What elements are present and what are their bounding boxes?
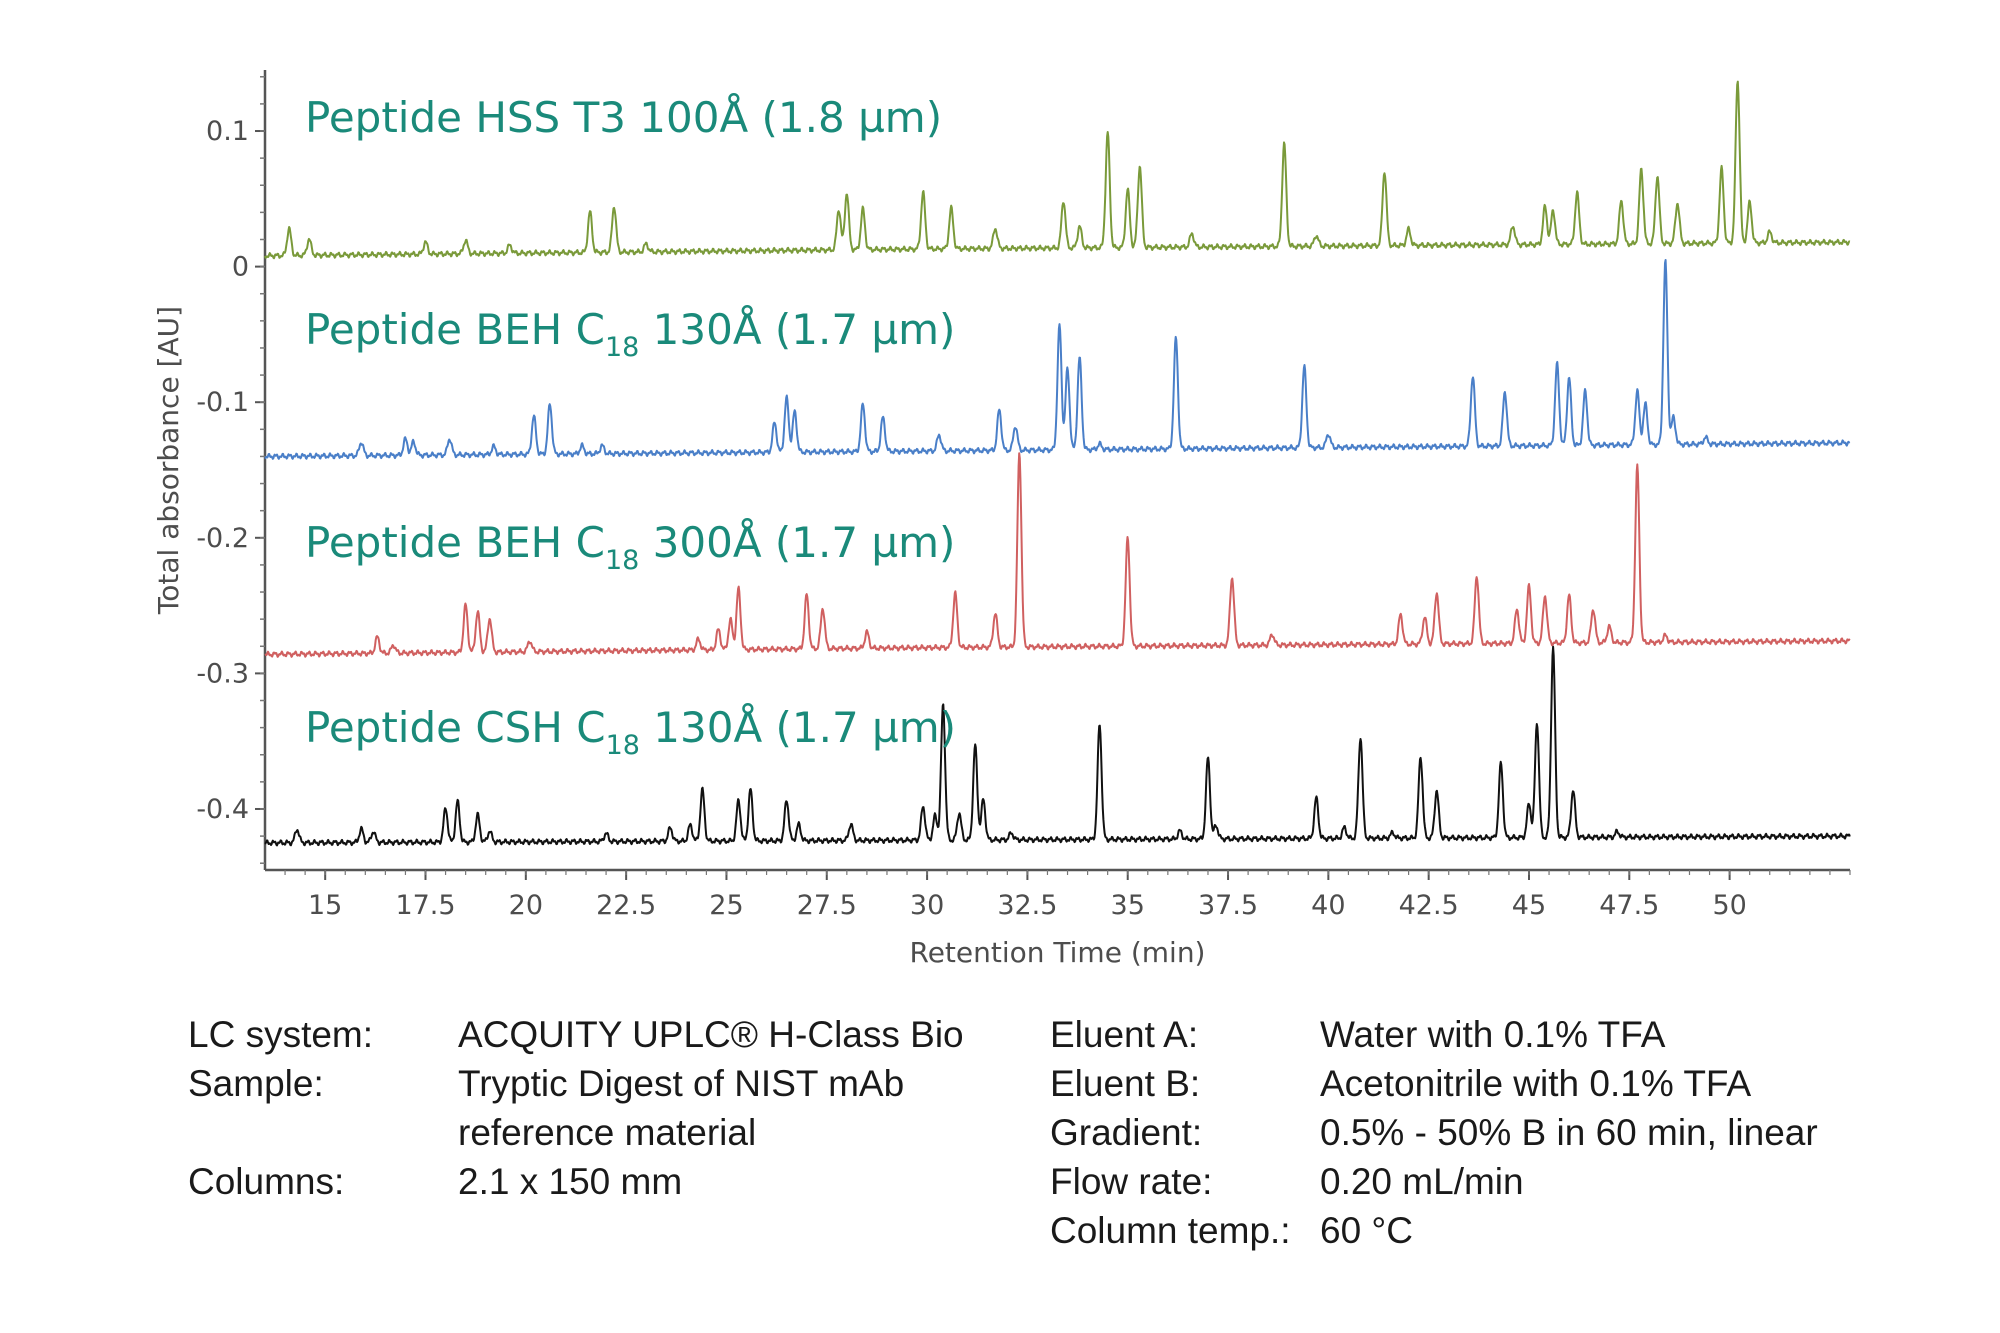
x-tick-label: 27.5 <box>797 890 857 921</box>
x-tick-label: 47.5 <box>1599 890 1659 921</box>
x-tick-label: 35 <box>1111 890 1145 921</box>
y-axis-title: Total absorbance [AU] <box>152 306 185 615</box>
trace-label-1: Peptide HSS T3 100Å (1.8 µm) <box>305 92 942 142</box>
condition-right-value: Water with 0.1% TFA <box>1320 1014 1666 1055</box>
trace-label-4: Peptide CSH C18 130Å (1.7 µm) <box>305 702 956 761</box>
condition-right-key: Eluent B: <box>1050 1063 1201 1104</box>
condition-right-value: 60 °C <box>1320 1210 1413 1251</box>
condition-left-value: Tryptic Digest of NIST mAb <box>458 1063 905 1104</box>
condition-right-value: Acetonitrile with 0.1% TFA <box>1320 1063 1752 1104</box>
x-tick-label: 25 <box>709 890 743 921</box>
condition-left-key: Sample: <box>188 1063 324 1104</box>
trace-labels: Peptide HSS T3 100Å (1.8 µm) Peptide BEH … <box>305 92 956 761</box>
condition-right-row: Eluent A: Water with 0.1% TFA <box>1050 1010 1920 1059</box>
condition-right-key: Column temp.: <box>1050 1210 1291 1251</box>
condition-right-key: Gradient: <box>1050 1112 1203 1153</box>
x-tick-label: 30 <box>910 890 944 921</box>
trace-label-2: Peptide BEH C18 130Å (1.7 µm) <box>305 304 955 363</box>
condition-left-row: Sample: Tryptic Digest of NIST mAb <box>188 1059 1018 1108</box>
y-tick-label: 0.1 <box>206 116 249 147</box>
condition-right-value: 0.5% - 50% B in 60 min, linear <box>1320 1112 1818 1153</box>
trace-line-1 <box>264 80 1851 260</box>
x-tick-label: 32.5 <box>997 890 1057 921</box>
y-tick-label: -0.3 <box>196 658 249 689</box>
x-tick-label: 42.5 <box>1399 890 1459 921</box>
condition-right-key: Eluent A: <box>1050 1014 1199 1055</box>
condition-right-row: Flow rate: 0.20 mL/min <box>1050 1157 1920 1206</box>
y-tick-label: 0 <box>232 252 249 283</box>
condition-right-row: Column temp.: 60 °C <box>1050 1206 1920 1255</box>
condition-right-row: Gradient: 0.5% - 50% B in 60 min, linear <box>1050 1108 1920 1157</box>
condition-right-value: 0.20 mL/min <box>1320 1161 1524 1202</box>
trace-line-4 <box>264 645 1851 847</box>
chart-axes: 0.1 0 -0.1 -0.2 -0.3 -0.4 15 17.5 20 22.5 25 27.5 30… <box>196 70 1851 921</box>
condition-left-key: Columns: <box>188 1161 345 1202</box>
x-tick-label: 20 <box>509 890 543 921</box>
condition-left-row: LC system: ACQUITY UPLC® H-Class Bio <box>188 1010 1018 1059</box>
x-tick-label: 45 <box>1512 890 1546 921</box>
x-tick-label: 37.5 <box>1198 890 1258 921</box>
conditions-left-column: LC system: ACQUITY UPLC® H-Class Bio Sampl… <box>188 1010 1018 1206</box>
condition-left-value: ACQUITY UPLC® H-Class Bio <box>458 1014 964 1055</box>
y-tick-label: -0.1 <box>196 387 249 418</box>
trace-line-2 <box>264 259 1851 460</box>
chromatogram-traces <box>264 80 1851 847</box>
y-tick-label: -0.2 <box>196 523 249 554</box>
chromatogram-chart: 0.1 0 -0.1 -0.2 -0.3 -0.4 15 17.5 20 22.5 25 27.5 30… <box>152 70 1851 969</box>
x-axis-title: Retention Time (min) <box>910 936 1206 969</box>
condition-left-row: Columns: 2.1 x 150 mm <box>188 1157 1018 1206</box>
x-tick-label: 50 <box>1712 890 1746 921</box>
method-conditions: LC system: ACQUITY UPLC® H-Class Bio Sampl… <box>0 1010 2000 1310</box>
condition-left-value: reference material <box>458 1112 757 1153</box>
trace-label-3: Peptide BEH C18 300Å (1.7 µm) <box>305 517 955 576</box>
condition-left-value: 2.1 x 150 mm <box>458 1161 683 1202</box>
condition-left-key: LC system: <box>188 1014 374 1055</box>
x-tick-label: 22.5 <box>596 890 656 921</box>
condition-left-row: reference material <box>188 1108 1018 1157</box>
condition-right-row: Eluent B: Acetonitrile with 0.1% TFA <box>1050 1059 1920 1108</box>
condition-left-key <box>188 1108 458 1157</box>
trace-line-3 <box>264 452 1851 658</box>
x-tick-label: 40 <box>1311 890 1345 921</box>
conditions-right-column: Eluent A: Water with 0.1% TFA Eluent B: Ace… <box>1050 1010 1920 1255</box>
x-tick-label: 17.5 <box>395 890 455 921</box>
condition-right-key: Flow rate: <box>1050 1161 1213 1202</box>
y-tick-label: -0.4 <box>196 794 249 825</box>
x-tick-label: 15 <box>308 890 342 921</box>
